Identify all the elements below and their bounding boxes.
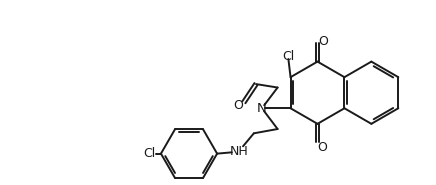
Text: Cl: Cl — [282, 50, 295, 63]
Text: O: O — [317, 141, 327, 154]
Text: Cl: Cl — [143, 147, 155, 160]
Text: NH: NH — [229, 145, 248, 158]
Text: O: O — [318, 35, 328, 48]
Text: O: O — [233, 99, 243, 112]
Text: N: N — [256, 102, 266, 115]
